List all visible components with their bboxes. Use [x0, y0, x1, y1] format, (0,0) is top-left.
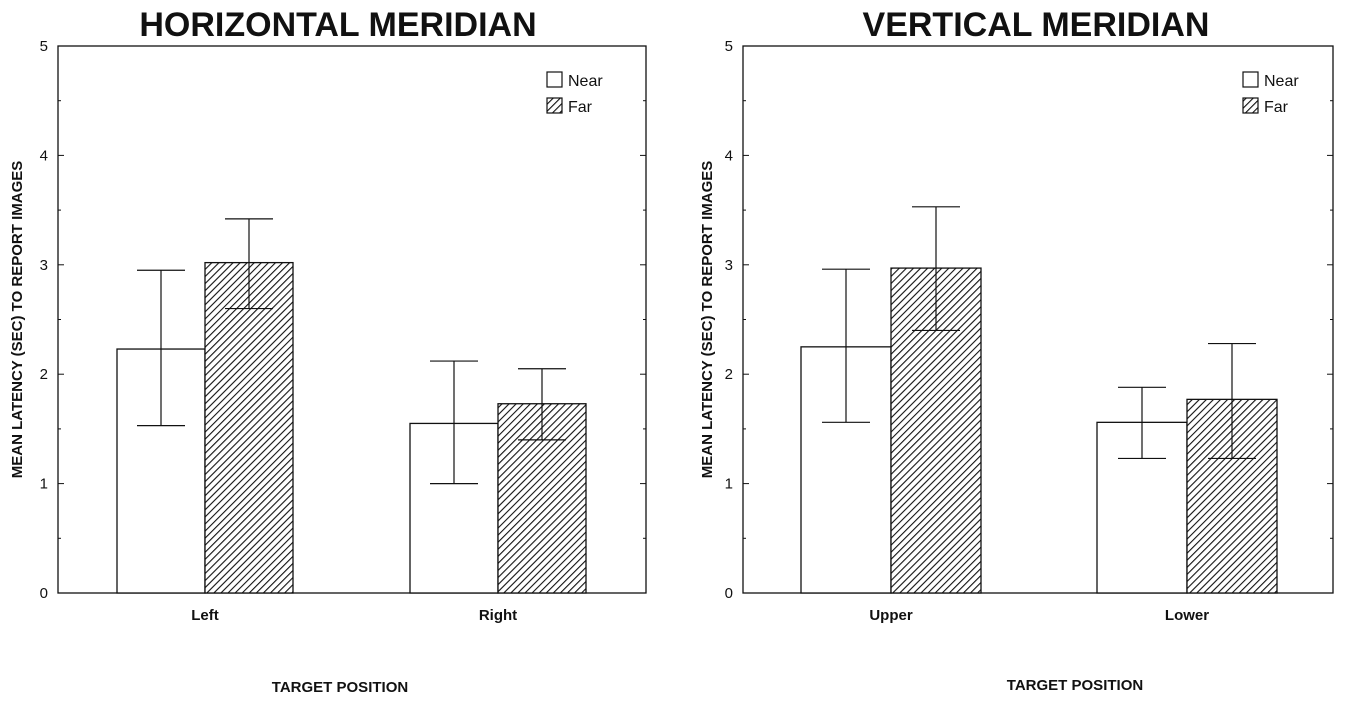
chart-title: HORIZONTAL MERIDIAN: [139, 6, 536, 44]
x-axis-label: TARGET POSITION: [272, 679, 408, 696]
chart-panel-2: VERTICAL MERIDIAN 0 1 2 3 4 5 MEAN LATENCY (SEC…: [699, 6, 1334, 694]
legend: Near Far: [546, 71, 603, 116]
y-axis-label: MEAN LATENCY (SEC) TO REPORT IMAGES: [9, 161, 26, 479]
chart-title: VERTICAL MERIDIAN: [863, 6, 1210, 44]
legend-swatch-near: [546, 71, 563, 88]
y-tick-label: 3: [40, 257, 48, 274]
legend-label-near: Near: [568, 73, 603, 90]
y-tick-label: 5: [40, 38, 48, 55]
legend-label-near: Near: [1264, 73, 1299, 90]
y-axis-label: MEAN LATENCY (SEC) TO REPORT IMAGES: [699, 161, 716, 479]
y-tick-label: 4: [40, 147, 48, 164]
category-label-right: Right: [479, 607, 517, 624]
legend-label-far: Far: [1264, 99, 1289, 116]
y-tick-label: 4: [725, 147, 733, 164]
y-tick-label: 0: [40, 585, 48, 602]
legend: Near Far: [1242, 71, 1299, 116]
category-label-left: Left: [191, 607, 219, 624]
legend-label-far: Far: [568, 99, 593, 116]
category-label-upper: Upper: [869, 607, 913, 624]
y-tick-label: 2: [725, 366, 733, 383]
legend-swatch-near: [1242, 71, 1259, 88]
y-tick-label: 5: [725, 38, 733, 55]
y-tick-label: 1: [40, 476, 48, 493]
y-tick-label: 0: [725, 585, 733, 602]
chart-panel-1: HORIZONTAL MERIDIAN 0 1 2 3 4 5 MEAN LATENCY (S…: [9, 6, 647, 696]
y-tick-label: 2: [40, 366, 48, 383]
legend-swatch-far: [546, 97, 563, 114]
legend-swatch-far: [1242, 97, 1259, 114]
y-tick-label: 3: [725, 257, 733, 274]
x-axis-label: TARGET POSITION: [1007, 677, 1143, 694]
category-label-lower: Lower: [1165, 607, 1209, 624]
bar-far-left: [204, 261, 294, 594]
y-tick-label: 1: [725, 476, 733, 493]
